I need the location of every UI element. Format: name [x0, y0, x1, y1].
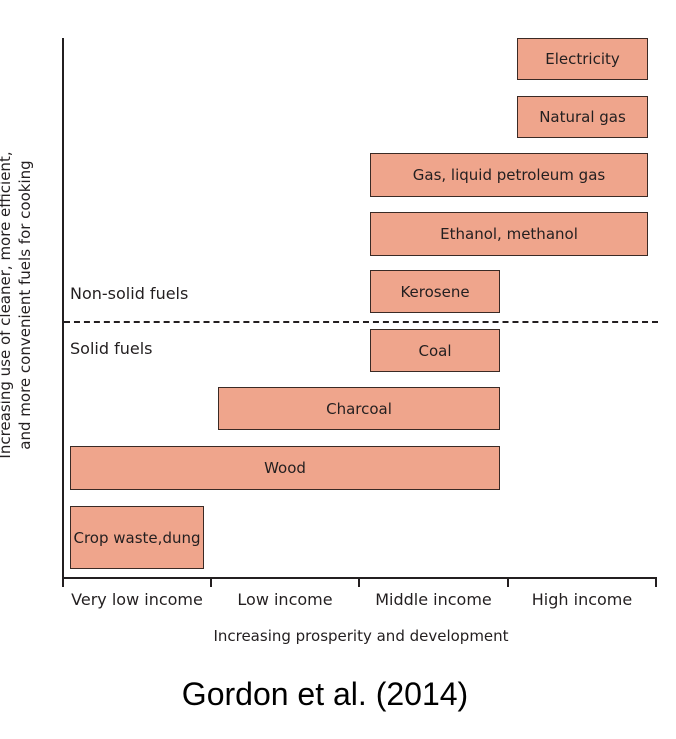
- x-axis-tick: [210, 577, 212, 587]
- x-axis-tick: [507, 577, 509, 587]
- x-axis-tick: [62, 577, 64, 587]
- y-axis-title-line2: and more convenient fuels for cooking: [16, 160, 34, 450]
- fuel-box-lpg: Gas, liquid petroleum gas: [370, 153, 648, 197]
- x-category-low-income: Low income: [237, 590, 333, 609]
- fuel-box-electricity: Electricity: [517, 38, 648, 80]
- fuel-box-crop-waste-line1: Crop waste,: [73, 528, 163, 547]
- y-axis-title-line1: Increasing use of cleaner, more efficien…: [0, 151, 14, 459]
- citation: Gordon et al. (2014): [181, 676, 469, 712]
- y-axis-line: [62, 38, 64, 578]
- x-axis-tick: [358, 577, 360, 587]
- x-category-very-low-income: Very low income: [71, 590, 203, 609]
- fuel-box-ethanol-methanol: Ethanol, methanol: [370, 212, 648, 256]
- fuel-box-natural-gas: Natural gas: [517, 96, 648, 138]
- x-category-middle-income: Middle income: [375, 590, 492, 609]
- y-axis-title: Increasing use of cleaner, more efficien…: [0, 75, 55, 535]
- fuel-box-charcoal: Charcoal: [218, 387, 500, 430]
- region-label-non-solid: Non-solid fuels: [70, 284, 189, 303]
- solid-nonsolid-divider: [64, 321, 658, 323]
- region-label-solid: Solid fuels: [70, 339, 153, 358]
- x-axis-tick: [655, 577, 657, 587]
- fuel-box-crop-waste-line2: dung: [162, 528, 201, 547]
- fuel-box-kerosene: Kerosene: [370, 270, 500, 313]
- x-axis-title: Increasing prosperity and development: [213, 627, 509, 645]
- fuel-box-coal: Coal: [370, 329, 500, 372]
- fuel-box-wood: Wood: [70, 446, 500, 490]
- fuel-box-crop-waste-dung: Crop waste, dung: [70, 506, 204, 569]
- x-category-high-income: High income: [531, 590, 633, 609]
